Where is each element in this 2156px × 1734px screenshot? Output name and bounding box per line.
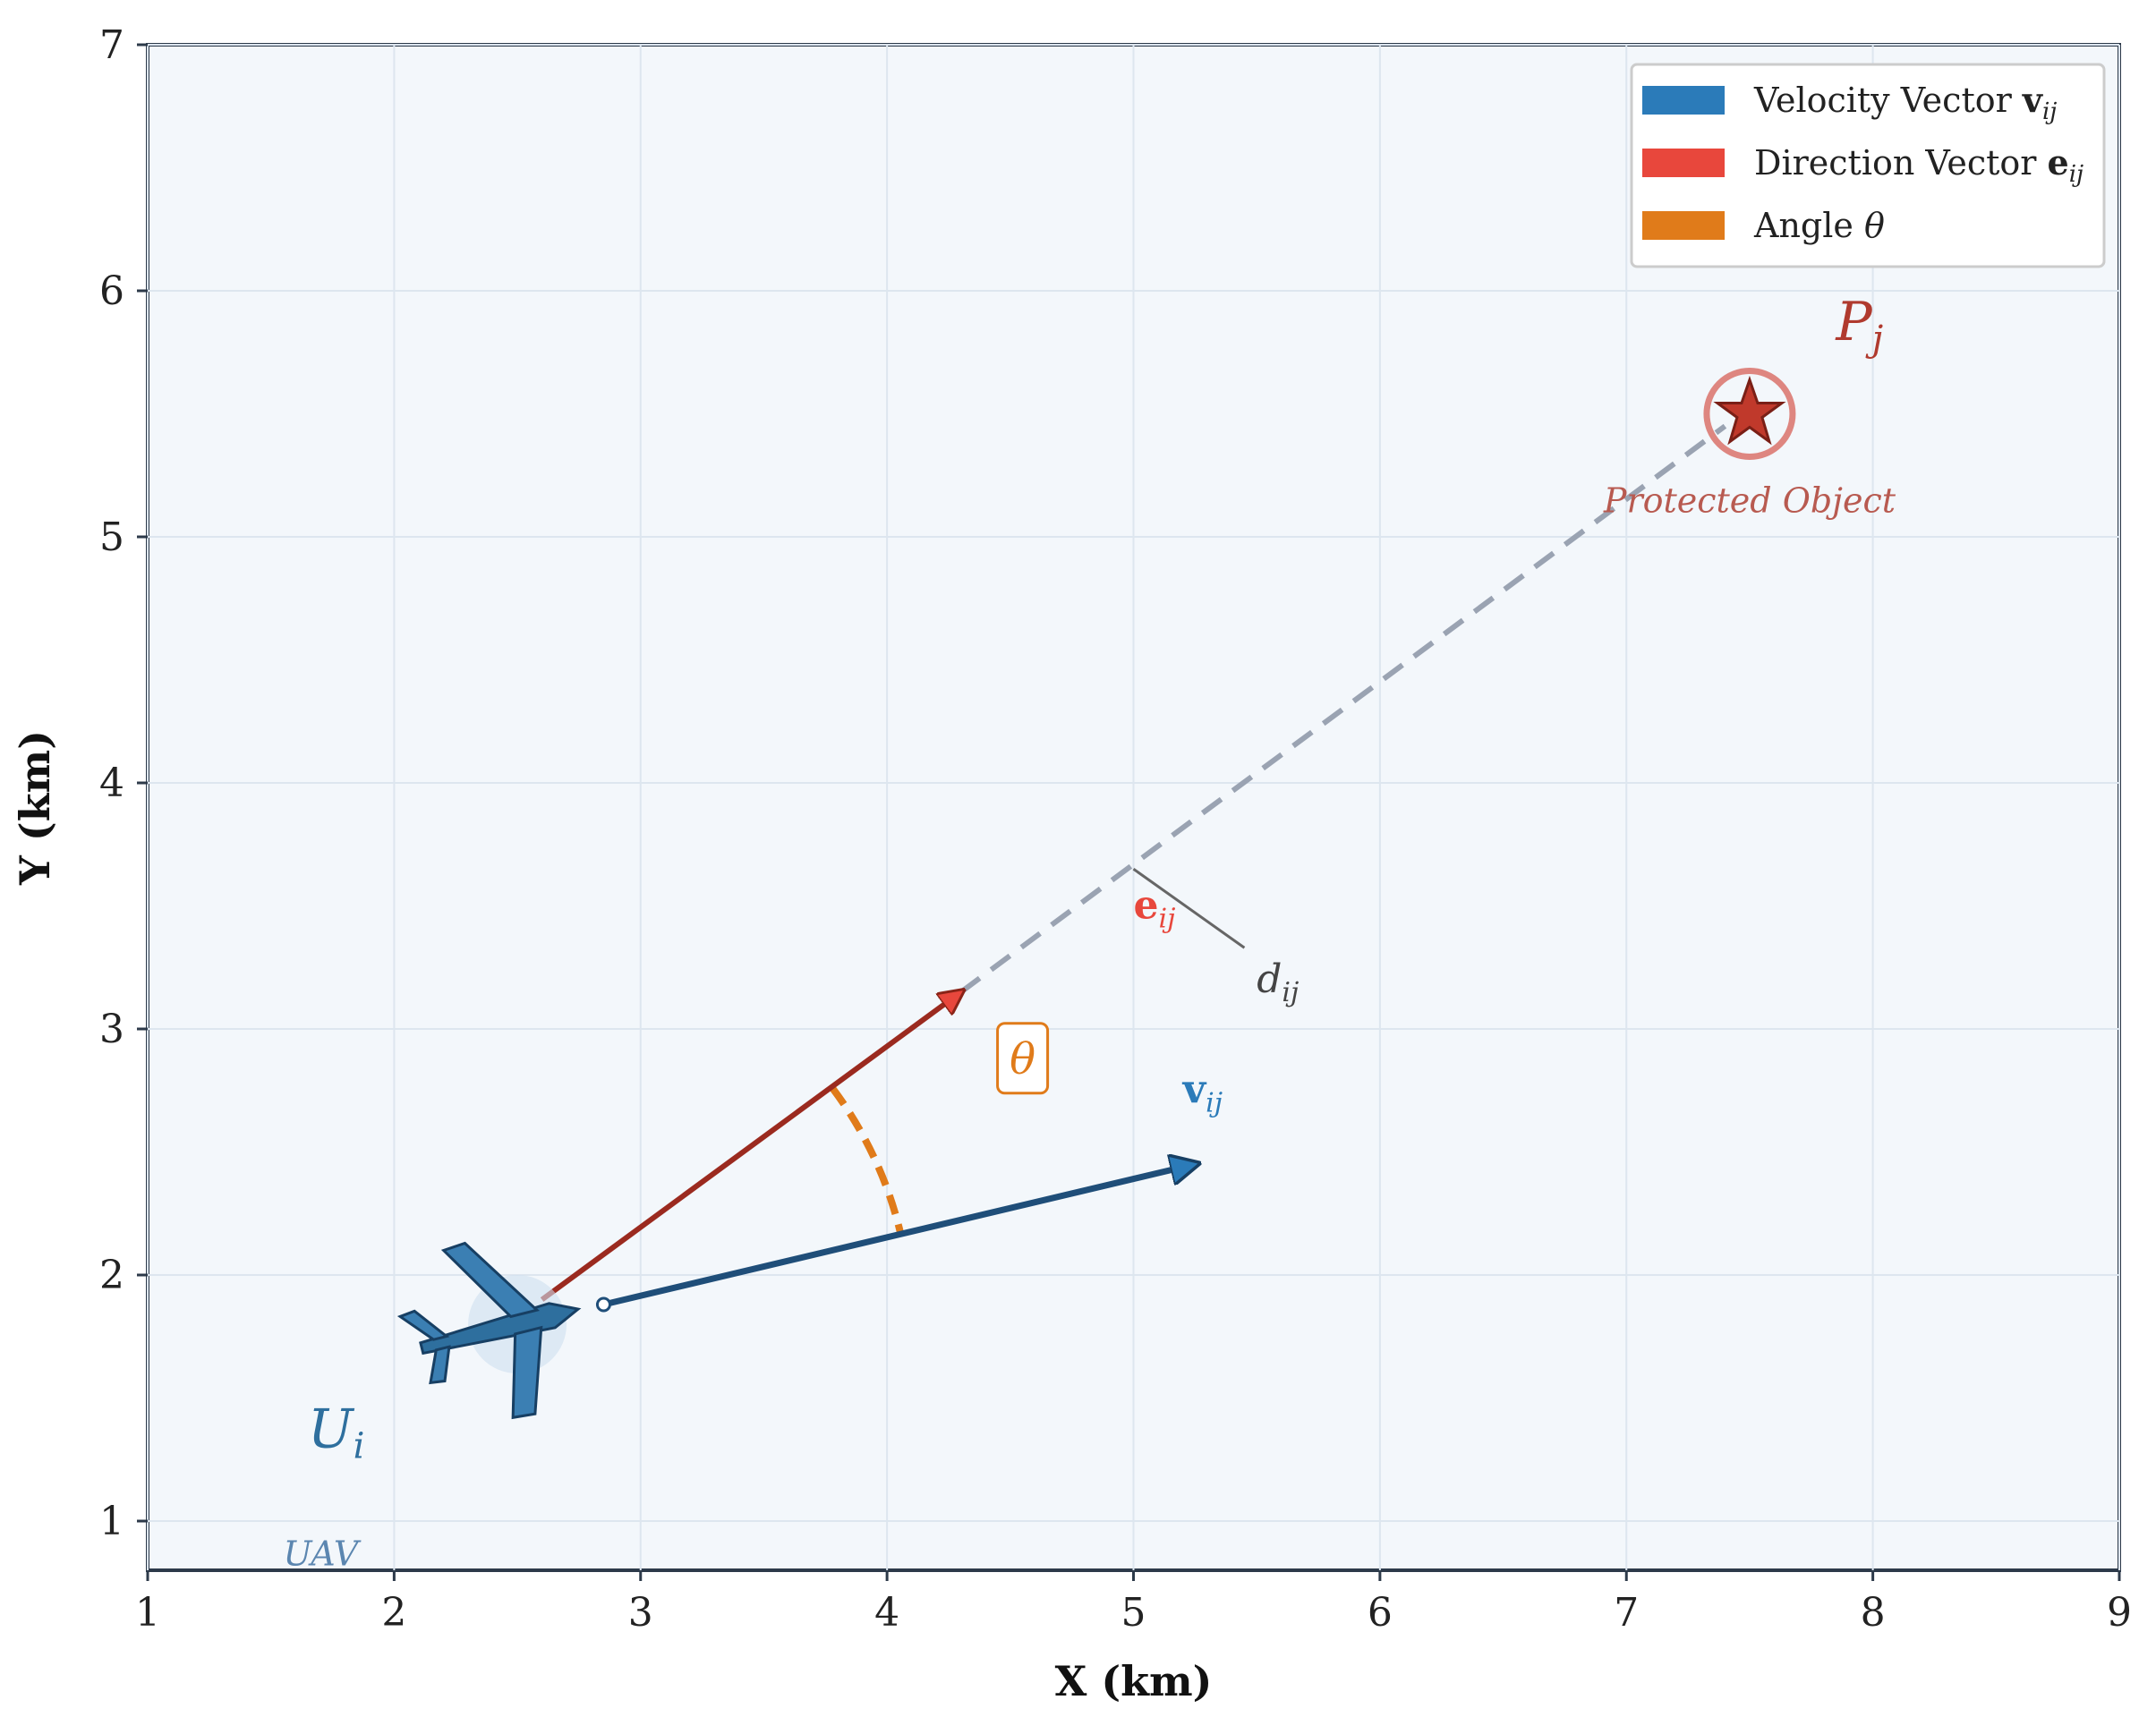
x-tick-label: 5: [1121, 1590, 1146, 1636]
y-tick-label: 5: [99, 514, 124, 560]
distance-marker: [1132, 868, 1246, 949]
angle-label: θ: [996, 1022, 1050, 1095]
y-tick-label: 7: [99, 22, 124, 68]
line-of-sight: [959, 423, 1727, 995]
angle-arc: [830, 1085, 905, 1235]
x-axis-title: X (km): [1055, 1657, 1213, 1705]
legend-entry: Angle θ: [1753, 206, 1885, 245]
x-tick-label: 3: [628, 1590, 653, 1636]
y-axis-ticks: 1 2 3 4 5 6 7: [99, 22, 148, 1544]
x-tick-label: 1: [135, 1590, 160, 1636]
distance-label: dij: [1257, 956, 1299, 1008]
y-tick-label: 3: [99, 1007, 124, 1052]
velocity-vector-label: vij: [1182, 1067, 1223, 1119]
y-tick-label: 4: [99, 761, 124, 806]
velocity-origin-point: [595, 1296, 611, 1313]
direction-vector-label: eij: [1134, 882, 1176, 934]
y-tick-label: 6: [99, 268, 124, 314]
protected-object-marker: [1703, 368, 1796, 460]
protected-object-caption: Protected Object: [1603, 481, 1896, 521]
legend-swatch: [1642, 149, 1725, 177]
gridlines: [147, 44, 2120, 1570]
y-tick-label: 2: [99, 1253, 124, 1298]
uav-marker: [396, 1241, 582, 1420]
velocity-vector: [602, 1164, 1195, 1308]
x-tick-label: 2: [381, 1590, 406, 1636]
y-axis-title: Y (km): [11, 730, 59, 886]
x-tick-label: 6: [1368, 1590, 1393, 1636]
legend-entry: Velocity Vector vij: [1753, 80, 2057, 125]
legend-entry: Direction Vector eij: [1754, 142, 2084, 188]
legend: Velocity Vector vij Direction Vector eij A…: [1630, 63, 2106, 268]
x-tick-label: 9: [2107, 1590, 2132, 1636]
y-tick-label: 1: [99, 1499, 124, 1544]
legend-swatch: [1642, 211, 1725, 240]
x-axis-ticks: 1 2 3 4 5 6 7 8 9: [135, 1570, 2132, 1636]
x-tick-label: 4: [874, 1590, 899, 1636]
x-tick-label: 8: [1861, 1590, 1886, 1636]
protected-object-label: Pj: [1835, 291, 1883, 360]
direction-vector: [540, 992, 961, 1302]
legend-swatch: [1642, 86, 1725, 115]
uav-label: Ui: [308, 1398, 364, 1467]
x-tick-label: 7: [1614, 1590, 1639, 1636]
uav-caption: UAV: [283, 1534, 361, 1574]
svg-text:θ: θ: [1010, 1034, 1035, 1084]
